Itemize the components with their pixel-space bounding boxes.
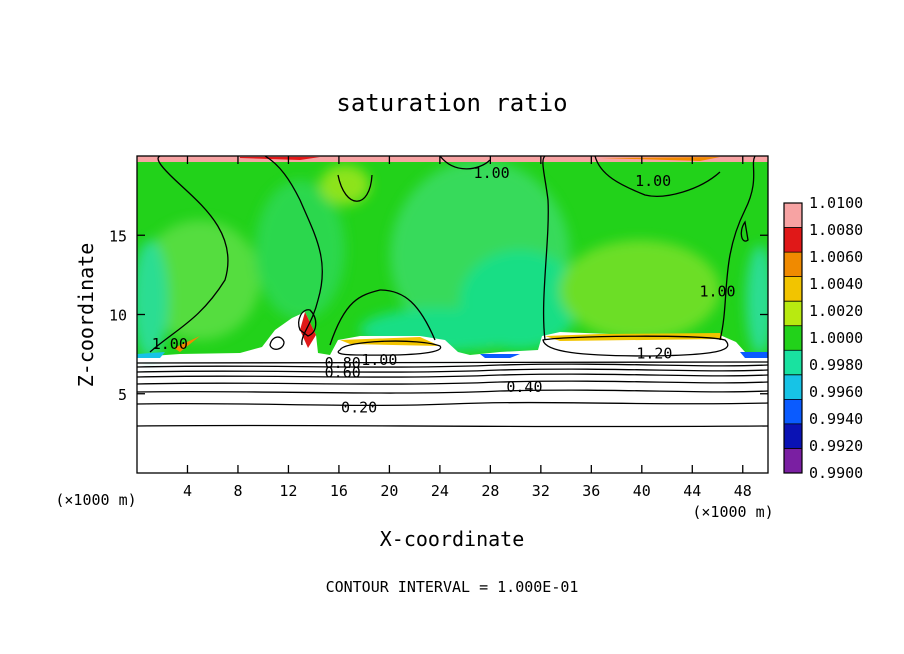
x-tick-label: 32	[532, 482, 550, 500]
x-tick-label: 12	[279, 482, 297, 500]
contour-label: 0.20	[341, 398, 377, 416]
contour-label: 1.00	[361, 351, 397, 369]
colorbar-swatch	[784, 423, 802, 449]
y-tick-label: 10	[109, 307, 127, 325]
y-axis-unit: (×1000 m)	[55, 491, 136, 509]
x-tick-label: 24	[431, 482, 449, 500]
colorbar-label: 1.0080	[809, 221, 863, 239]
contour-interval-note: CONTOUR INTERVAL = 1.000E-01	[326, 578, 579, 596]
y-axis: 5 10 15	[109, 227, 768, 404]
contour-lines	[137, 156, 768, 428]
x-tick-label: 44	[683, 482, 701, 500]
colorbar-label: 1.0100	[809, 194, 863, 212]
colorbar: 0.9900 0.9920 0.9940 0.9960 0.9980 1.0000 1.00…	[783, 194, 863, 482]
colorbar-label: 0.9920	[809, 437, 863, 455]
colorbar-swatch	[784, 301, 802, 326]
contour-label: 1.00	[635, 172, 671, 190]
y-tick-label: 5	[118, 386, 127, 404]
colorbar-swatch	[784, 325, 802, 351]
colorbar-swatch	[784, 252, 802, 277]
colorbar-label: 0.9940	[809, 410, 863, 428]
colorbar-swatch	[784, 399, 802, 424]
colorbar-label: 0.9900	[809, 464, 863, 482]
colorbar-frame	[783, 202, 803, 474]
x-tick-label: 16	[330, 482, 348, 500]
colorbar-swatch	[784, 276, 802, 302]
colorbar-swatch	[784, 448, 802, 473]
contour-label: 0.60	[325, 364, 361, 382]
x-tick-label: 4	[183, 482, 192, 500]
y-axis-label: Z-coordinate	[74, 243, 98, 388]
contour-label: 1.00	[474, 164, 510, 182]
contour-label: 1.00	[152, 335, 188, 353]
contour-label-layer: 0.200.400.600.80 1.001.001.00 1.001.001.20	[152, 164, 736, 417]
x-tick-label: 40	[633, 482, 651, 500]
chart-title: saturation ratio	[336, 89, 567, 117]
x-tick-label: 28	[481, 482, 499, 500]
x-tick-label: 8	[233, 482, 242, 500]
contour-label: 1.00	[699, 283, 735, 301]
x-axis: 4 8 12 16 20 24 28 32 36 40 44 48	[183, 156, 752, 500]
colorbar-swatch	[784, 203, 802, 228]
field-shading	[137, 160, 768, 360]
contour-label: 1.20	[636, 345, 672, 363]
colorbar-swatch	[784, 374, 802, 400]
colorbar-label: 0.9980	[809, 356, 863, 374]
x-tick-label: 48	[734, 482, 752, 500]
x-tick-label: 20	[380, 482, 398, 500]
plot-area: 0.200.400.600.80 1.001.001.00 1.001.001.20	[137, 156, 768, 473]
colorbar-label: 1.0060	[809, 248, 863, 266]
x-tick-label: 36	[582, 482, 600, 500]
colorbar-label: 1.0000	[809, 329, 863, 347]
colorbar-label: 0.9960	[809, 383, 863, 401]
contour-label: 0.80	[325, 354, 361, 372]
x-axis-unit: (×1000 m)	[692, 503, 773, 521]
colorbar-swatch	[784, 350, 802, 375]
x-axis-label: X-coordinate	[380, 527, 525, 551]
y-tick-label: 15	[109, 227, 127, 245]
colorbar-label: 1.0020	[809, 302, 863, 320]
colorbar-label: 1.0040	[809, 275, 863, 293]
colorbar-swatch	[784, 227, 802, 253]
contour-label: 0.40	[506, 378, 542, 396]
